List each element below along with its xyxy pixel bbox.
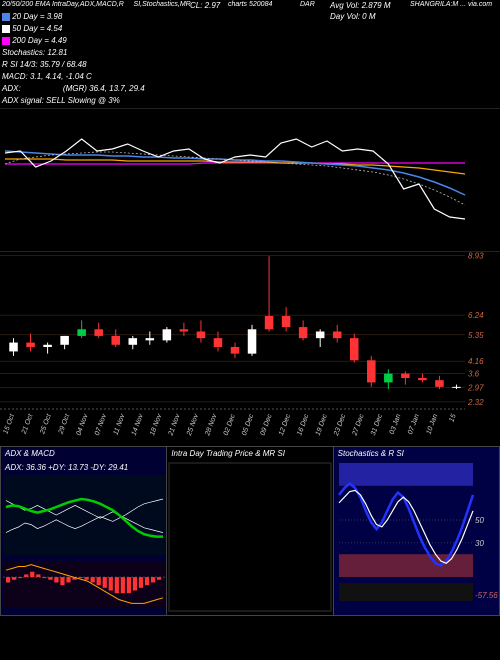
ma50-swatch bbox=[2, 25, 10, 33]
svg-text:5.35: 5.35 bbox=[468, 331, 484, 340]
adx-readout: ADX: 36.36 +DY: 13.73 -DY: 29.41 bbox=[5, 463, 128, 472]
ma50-value: 4.54 bbox=[47, 24, 63, 33]
svg-text:8.93: 8.93 bbox=[468, 252, 484, 261]
ma200-swatch bbox=[2, 37, 10, 45]
svg-text:3.6: 3.6 bbox=[468, 370, 480, 379]
dar-label: DAR bbox=[300, 1, 315, 8]
indicator-panels: ADX & MACD ADX: 36.36 +DY: 13.73 -DY: 29… bbox=[0, 446, 500, 616]
ma50-suffix: Day bbox=[23, 24, 37, 33]
stochastics-panel: Stochastics & R SI 50 30 -57.56 bbox=[334, 446, 500, 616]
svg-text:6.24: 6.24 bbox=[468, 311, 484, 320]
ma50-label: 50 bbox=[12, 24, 21, 33]
chartcode: charts 520084 bbox=[228, 1, 272, 8]
ma-line-chart bbox=[0, 108, 500, 251]
adx-macd-title: ADX & MACD bbox=[5, 449, 55, 458]
rsi-value: 35.79 / 68.48 bbox=[40, 60, 87, 69]
ma200-label: 200 bbox=[12, 36, 25, 45]
adx-value: (MGR) 36.4, 13.7, 29.4 bbox=[63, 84, 145, 93]
cl-value: CL: 2.97 bbox=[190, 1, 220, 10]
intraday-panel: Intra Day Trading Price & MR SI bbox=[167, 446, 333, 616]
hdr-mid: EMA IntraDay,ADX,MACD,R bbox=[35, 1, 124, 8]
svg-text:-57.56: -57.56 bbox=[475, 591, 498, 600]
ma20-label: 20 bbox=[12, 12, 21, 21]
ma20-value: 3.98 bbox=[47, 12, 63, 21]
svg-text:2.97: 2.97 bbox=[467, 384, 484, 393]
day-vol: Day Vol: 0 M bbox=[330, 12, 376, 21]
adxsig-label: ADX signal: bbox=[2, 96, 44, 105]
macd-value: 3.1, 4.14, -1.04 C bbox=[30, 72, 92, 81]
stoch-value: 12.81 bbox=[47, 48, 67, 57]
svg-text:2.32: 2.32 bbox=[467, 398, 484, 407]
rsi-label: R SI 14/3: bbox=[2, 60, 38, 69]
adx-macd-panel: ADX & MACD ADX: 36.36 +DY: 13.73 -DY: 29… bbox=[0, 446, 167, 616]
stoch-title: Stochastics & R SI bbox=[338, 449, 404, 458]
adx-label: ADX: bbox=[2, 84, 21, 93]
source: SHANGRILA:M ... via.com bbox=[410, 1, 492, 8]
adxsig-value: SELL Slowing @ 3% bbox=[46, 96, 120, 105]
stoch-label: Stochastics: bbox=[2, 48, 45, 57]
ma20-swatch bbox=[2, 13, 10, 21]
hdr-right: SI,Stochastics,MR bbox=[134, 1, 191, 8]
hdr-prefix: 20/50/200 bbox=[2, 1, 33, 8]
candlestick-chart: 8.936.245.354.163.62.972.3215 Oct21 Oct2… bbox=[0, 251, 500, 446]
ma200-suffix: Day bbox=[28, 36, 42, 45]
svg-text:50: 50 bbox=[475, 516, 484, 525]
macd-label: MACD: bbox=[2, 72, 28, 81]
intraday-title: Intra Day Trading Price & MR SI bbox=[171, 449, 285, 458]
ma20-suffix: Day bbox=[23, 12, 37, 21]
avg-vol: Avg Vol: 2.879 M bbox=[330, 1, 390, 10]
chart-header: 20/50/200 EMA IntraDay,ADX,MACD,R SI,Sto… bbox=[0, 0, 500, 108]
svg-text:4.16: 4.16 bbox=[468, 357, 484, 366]
ma200-value: 4.49 bbox=[51, 36, 67, 45]
footer-gap bbox=[0, 616, 500, 660]
svg-text:30: 30 bbox=[475, 539, 484, 548]
